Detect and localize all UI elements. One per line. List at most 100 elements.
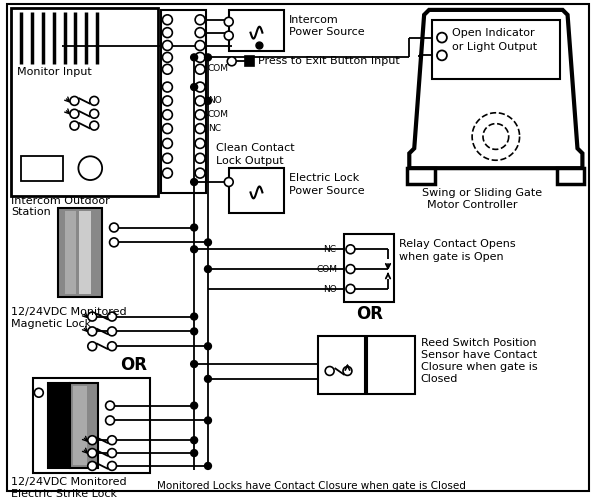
Bar xyxy=(58,208,102,297)
Circle shape xyxy=(70,121,79,130)
Text: Monitor Input: Monitor Input xyxy=(17,68,92,78)
Circle shape xyxy=(88,462,97,470)
Circle shape xyxy=(346,284,355,294)
Circle shape xyxy=(107,436,116,444)
Text: or Light Output: or Light Output xyxy=(452,42,537,51)
Circle shape xyxy=(191,450,198,456)
Circle shape xyxy=(163,82,172,92)
Bar xyxy=(70,383,98,468)
Circle shape xyxy=(110,238,119,247)
Text: Lock Output: Lock Output xyxy=(216,156,284,166)
Circle shape xyxy=(88,448,97,458)
Text: Swing or Sliding Gate: Swing or Sliding Gate xyxy=(421,188,542,198)
Text: Clean Contact: Clean Contact xyxy=(216,144,294,154)
Circle shape xyxy=(195,110,205,120)
Bar xyxy=(229,168,284,212)
Text: Open Indicator: Open Indicator xyxy=(452,28,535,38)
Bar xyxy=(244,56,254,66)
Text: Magnetic Lock: Magnetic Lock xyxy=(11,318,91,328)
Bar xyxy=(48,383,70,468)
Text: Press to Exit Button Input: Press to Exit Button Input xyxy=(259,56,400,66)
Circle shape xyxy=(105,416,114,425)
Text: NC: NC xyxy=(322,246,336,254)
Circle shape xyxy=(107,448,116,458)
Bar xyxy=(407,168,435,184)
Circle shape xyxy=(195,138,205,148)
Text: Closed: Closed xyxy=(421,374,458,384)
Text: when gate is Open: when gate is Open xyxy=(399,252,504,262)
Circle shape xyxy=(191,436,198,444)
Circle shape xyxy=(90,110,99,118)
Circle shape xyxy=(35,388,44,397)
Circle shape xyxy=(191,328,198,335)
Text: Closure when gate is: Closure when gate is xyxy=(421,362,537,372)
Text: Sensor have Contact: Sensor have Contact xyxy=(421,350,537,360)
Bar xyxy=(21,156,63,181)
Text: Motor Controller: Motor Controller xyxy=(427,200,517,210)
Circle shape xyxy=(224,178,233,186)
Text: Electric Strike Lock: Electric Strike Lock xyxy=(11,488,117,498)
Circle shape xyxy=(204,266,212,272)
Bar xyxy=(557,168,585,184)
Circle shape xyxy=(90,96,99,106)
Circle shape xyxy=(227,57,236,66)
Text: Intercom: Intercom xyxy=(289,15,339,25)
Text: 12/24VDC Monitored: 12/24VDC Monitored xyxy=(11,306,127,316)
Circle shape xyxy=(195,168,205,178)
Text: COM: COM xyxy=(208,64,229,74)
Circle shape xyxy=(343,366,352,376)
Circle shape xyxy=(107,342,116,350)
Bar xyxy=(432,20,560,79)
Circle shape xyxy=(90,121,99,130)
Circle shape xyxy=(204,343,212,349)
Circle shape xyxy=(204,417,212,424)
Circle shape xyxy=(195,64,205,74)
Bar xyxy=(64,210,76,294)
Circle shape xyxy=(88,312,97,321)
Circle shape xyxy=(224,31,233,40)
Circle shape xyxy=(204,462,212,469)
Circle shape xyxy=(70,96,79,106)
Text: Intercom Outdoor
Station: Intercom Outdoor Station xyxy=(11,196,110,218)
Text: OR: OR xyxy=(356,304,383,322)
Circle shape xyxy=(191,246,198,253)
Circle shape xyxy=(107,462,116,470)
Text: Power Source: Power Source xyxy=(289,186,365,196)
Circle shape xyxy=(163,110,172,120)
Circle shape xyxy=(195,154,205,163)
Circle shape xyxy=(163,28,172,38)
Circle shape xyxy=(191,54,198,61)
Circle shape xyxy=(163,154,172,163)
Text: Monitored Locks have Contact Closure when gate is Closed: Monitored Locks have Contact Closure whe… xyxy=(157,481,465,491)
Circle shape xyxy=(346,245,355,254)
Circle shape xyxy=(191,402,198,409)
Circle shape xyxy=(191,360,198,368)
Text: OR: OR xyxy=(120,356,147,374)
Circle shape xyxy=(224,18,233,26)
Circle shape xyxy=(204,239,212,246)
Text: NO: NO xyxy=(322,285,337,294)
Circle shape xyxy=(88,436,97,444)
Circle shape xyxy=(195,124,205,134)
Bar xyxy=(73,386,87,465)
Circle shape xyxy=(346,264,355,274)
Text: Electric Lock: Electric Lock xyxy=(289,173,359,183)
Text: COM: COM xyxy=(208,110,229,119)
Circle shape xyxy=(195,15,205,24)
Text: NC: NC xyxy=(208,124,221,132)
Circle shape xyxy=(163,138,172,148)
Circle shape xyxy=(163,15,172,24)
Circle shape xyxy=(88,327,97,336)
Circle shape xyxy=(437,50,447,60)
Circle shape xyxy=(163,124,172,134)
Bar xyxy=(33,378,150,473)
Circle shape xyxy=(195,82,205,92)
Circle shape xyxy=(70,110,79,118)
Circle shape xyxy=(204,376,212,382)
Circle shape xyxy=(195,28,205,38)
Circle shape xyxy=(163,96,172,106)
Bar xyxy=(162,10,206,193)
Bar xyxy=(318,336,365,394)
Circle shape xyxy=(195,40,205,50)
Bar xyxy=(79,210,91,294)
